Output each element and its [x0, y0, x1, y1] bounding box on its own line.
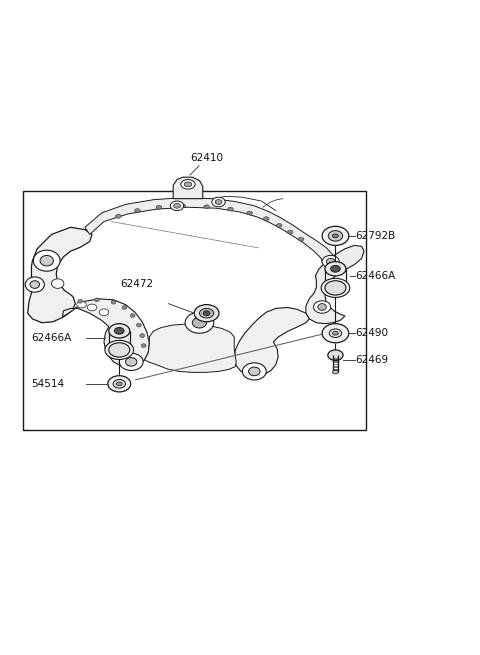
Ellipse shape: [180, 204, 186, 208]
Ellipse shape: [328, 350, 343, 360]
Ellipse shape: [247, 211, 252, 215]
Ellipse shape: [298, 237, 304, 241]
Ellipse shape: [264, 217, 269, 221]
Ellipse shape: [51, 279, 64, 288]
Ellipse shape: [204, 205, 209, 209]
Text: 54514: 54514: [31, 379, 64, 389]
Ellipse shape: [130, 314, 135, 318]
Ellipse shape: [333, 331, 338, 335]
Ellipse shape: [105, 341, 133, 360]
Ellipse shape: [228, 207, 233, 211]
Ellipse shape: [87, 304, 97, 310]
Polygon shape: [62, 299, 149, 367]
Polygon shape: [306, 246, 364, 324]
Ellipse shape: [215, 200, 222, 204]
Ellipse shape: [318, 304, 326, 310]
Ellipse shape: [249, 367, 260, 376]
Ellipse shape: [156, 205, 162, 209]
Ellipse shape: [77, 301, 86, 308]
Ellipse shape: [322, 324, 349, 343]
Ellipse shape: [174, 204, 180, 208]
Ellipse shape: [113, 379, 125, 388]
Ellipse shape: [140, 333, 144, 337]
Polygon shape: [85, 198, 336, 280]
Ellipse shape: [325, 281, 346, 295]
Ellipse shape: [326, 258, 335, 265]
Ellipse shape: [184, 182, 192, 187]
Ellipse shape: [325, 261, 346, 276]
Ellipse shape: [276, 223, 282, 227]
Ellipse shape: [331, 265, 340, 272]
Ellipse shape: [109, 343, 130, 357]
Ellipse shape: [116, 382, 122, 386]
Bar: [23, 191, 366, 430]
Ellipse shape: [122, 305, 127, 309]
Ellipse shape: [287, 230, 293, 234]
Ellipse shape: [322, 227, 349, 246]
Ellipse shape: [199, 309, 214, 318]
Ellipse shape: [99, 309, 109, 316]
Ellipse shape: [328, 231, 343, 241]
Ellipse shape: [322, 255, 339, 268]
Ellipse shape: [194, 305, 219, 322]
Polygon shape: [144, 324, 236, 372]
Ellipse shape: [333, 370, 338, 374]
Ellipse shape: [125, 358, 137, 366]
Ellipse shape: [109, 324, 130, 338]
Ellipse shape: [25, 277, 44, 292]
Ellipse shape: [34, 250, 60, 271]
Ellipse shape: [95, 298, 99, 302]
Polygon shape: [173, 177, 203, 198]
Text: 62472: 62472: [120, 279, 154, 290]
Ellipse shape: [329, 329, 342, 337]
Text: 62469: 62469: [356, 355, 389, 365]
Ellipse shape: [185, 312, 214, 333]
Ellipse shape: [192, 318, 206, 328]
Ellipse shape: [136, 323, 141, 327]
Ellipse shape: [40, 255, 53, 266]
Ellipse shape: [111, 300, 116, 304]
Ellipse shape: [313, 301, 331, 313]
Polygon shape: [234, 307, 309, 375]
Polygon shape: [28, 227, 92, 323]
Ellipse shape: [212, 197, 225, 207]
Ellipse shape: [141, 344, 146, 348]
Ellipse shape: [115, 328, 124, 334]
Text: 62410: 62410: [190, 153, 223, 175]
Ellipse shape: [181, 179, 195, 189]
Ellipse shape: [108, 376, 131, 392]
Ellipse shape: [170, 201, 184, 210]
Ellipse shape: [242, 363, 266, 380]
Ellipse shape: [119, 353, 143, 371]
Ellipse shape: [203, 310, 210, 316]
Ellipse shape: [78, 299, 83, 303]
Ellipse shape: [116, 214, 121, 218]
Text: 62490: 62490: [356, 328, 388, 338]
Ellipse shape: [321, 278, 350, 297]
Text: 62466A: 62466A: [356, 271, 396, 281]
Ellipse shape: [333, 234, 338, 238]
Ellipse shape: [30, 281, 39, 288]
Text: 62792B: 62792B: [356, 231, 396, 241]
Text: 62466A: 62466A: [31, 333, 71, 343]
Ellipse shape: [134, 209, 140, 212]
